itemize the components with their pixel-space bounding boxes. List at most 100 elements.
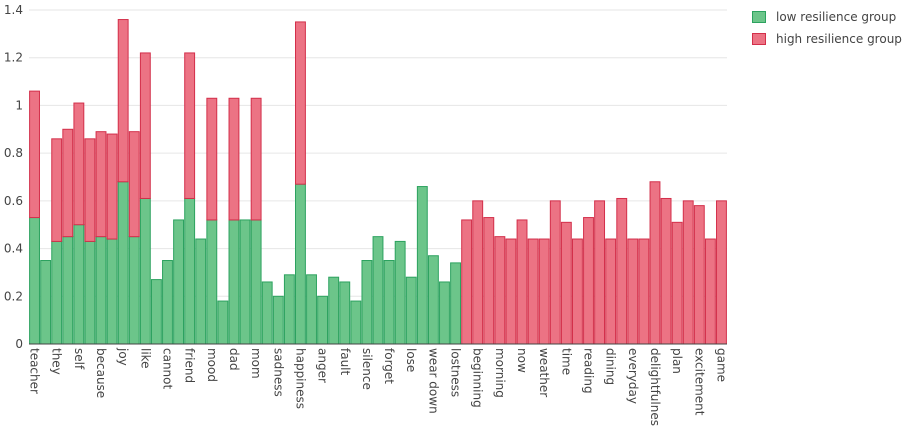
y-tick-label: 0.4: [4, 242, 23, 256]
bar-high-resilience[interactable]: [29, 90, 40, 219]
bar-high-resilience[interactable]: [704, 238, 716, 345]
x-tick-label: forget: [382, 348, 396, 384]
bar-high-resilience[interactable]: [139, 52, 151, 199]
bar-low-resilience[interactable]: [117, 181, 129, 345]
bar-high-resilience[interactable]: [538, 238, 550, 345]
bar-high-resilience[interactable]: [128, 131, 140, 238]
bar-high-resilience[interactable]: [583, 217, 594, 345]
bar-low-resilience[interactable]: [427, 255, 439, 345]
bar-low-resilience[interactable]: [173, 219, 185, 345]
bar-high-resilience[interactable]: [560, 221, 572, 345]
bar-low-resilience[interactable]: [184, 197, 196, 345]
bar-high-resilience[interactable]: [671, 221, 683, 345]
bar-low-resilience[interactable]: [84, 240, 96, 345]
bar-high-resilience[interactable]: [51, 138, 63, 242]
bar-low-resilience[interactable]: [73, 224, 85, 345]
bar-high-resilience[interactable]: [62, 128, 74, 238]
bar-low-resilience[interactable]: [261, 281, 273, 345]
bar-high-resilience[interactable]: [649, 181, 661, 345]
bar-low-resilience[interactable]: [162, 260, 173, 345]
bar-low-resilience[interactable]: [372, 236, 384, 345]
x-tick-label: happiness: [293, 348, 307, 409]
x-tick-label: weather: [537, 348, 551, 397]
bar-low-resilience[interactable]: [361, 260, 373, 345]
bar-low-resilience[interactable]: [339, 281, 351, 345]
bar-low-resilience[interactable]: [283, 274, 295, 345]
bar-low-resilience[interactable]: [95, 236, 107, 345]
bar-low-resilience[interactable]: [383, 260, 395, 345]
bar-high-resilience[interactable]: [660, 197, 672, 345]
legend: low resilience group high resilience gro…: [752, 6, 902, 50]
bar-high-resilience[interactable]: [228, 97, 240, 221]
bar-low-resilience[interactable]: [450, 262, 461, 345]
bar-high-resilience[interactable]: [84, 138, 96, 242]
y-tick-label: 0.6: [4, 194, 23, 208]
bar-low-resilience[interactable]: [405, 276, 417, 345]
bar-low-resilience[interactable]: [51, 240, 63, 345]
bar-high-resilience[interactable]: [627, 238, 639, 345]
bar-high-resilience[interactable]: [682, 200, 694, 345]
bar-low-resilience[interactable]: [195, 238, 207, 345]
bar-low-resilience[interactable]: [350, 300, 362, 345]
bar-high-resilience[interactable]: [494, 236, 506, 345]
legend-item-low-resilience[interactable]: low resilience group: [752, 6, 902, 28]
bar-high-resilience[interactable]: [594, 200, 606, 345]
bar-low-resilience[interactable]: [272, 295, 284, 345]
x-tick-label: excitement: [692, 348, 706, 416]
x-tick-label: mood: [205, 348, 219, 382]
bar-high-resilience[interactable]: [73, 102, 85, 226]
bar-high-resilience[interactable]: [549, 200, 561, 345]
bar-low-resilience[interactable]: [150, 279, 162, 345]
x-tick-label: because: [94, 348, 108, 398]
legend-swatch-high-resilience: [752, 33, 766, 45]
bar-low-resilience[interactable]: [217, 300, 229, 345]
bar-low-resilience[interactable]: [106, 238, 118, 345]
bar-high-resilience[interactable]: [605, 238, 617, 345]
x-tick-label: dining: [604, 348, 618, 385]
legend-item-high-resilience[interactable]: high resilience group: [752, 28, 902, 50]
bar-low-resilience[interactable]: [295, 183, 306, 345]
bar-high-resilience[interactable]: [295, 21, 306, 185]
x-tick-label: wear down: [426, 348, 440, 414]
bar-low-resilience[interactable]: [139, 197, 151, 345]
x-tick-label: morning: [493, 348, 507, 398]
axis-layer: 0 0.2 0.4 0.6 0.8 1 1.2 1.4 teacher they self becau…: [4, 3, 729, 426]
x-tick-label: teacher: [28, 348, 42, 394]
bar-high-resilience[interactable]: [571, 238, 583, 345]
x-tick-label: mom: [249, 348, 263, 379]
bar-high-resilience[interactable]: [95, 131, 107, 238]
bar-high-resilience[interactable]: [693, 205, 705, 345]
bar-low-resilience[interactable]: [317, 295, 329, 345]
bar-low-resilience[interactable]: [306, 274, 317, 345]
bar-low-resilience[interactable]: [416, 186, 428, 345]
bar-high-resilience[interactable]: [206, 97, 218, 221]
bar-high-resilience[interactable]: [483, 217, 495, 345]
x-tick-label: time: [559, 348, 573, 375]
bar-low-resilience[interactable]: [250, 219, 262, 345]
bar-high-resilience[interactable]: [117, 19, 129, 183]
bar-low-resilience[interactable]: [29, 217, 40, 345]
bar-high-resilience[interactable]: [505, 238, 517, 345]
bar-high-resilience[interactable]: [638, 238, 650, 345]
bar-low-resilience[interactable]: [228, 219, 240, 345]
bar-low-resilience[interactable]: [439, 281, 450, 345]
bar-high-resilience[interactable]: [461, 219, 473, 345]
x-tick-label: anger: [316, 348, 330, 383]
bar-high-resilience[interactable]: [472, 200, 484, 345]
bar-low-resilience[interactable]: [128, 236, 140, 345]
bar-low-resilience[interactable]: [239, 219, 251, 345]
bar-high-resilience[interactable]: [184, 52, 196, 199]
bar-high-resilience[interactable]: [716, 200, 727, 345]
bar-low-resilience[interactable]: [40, 260, 52, 345]
bar-high-resilience[interactable]: [616, 197, 628, 345]
bar-low-resilience[interactable]: [206, 219, 218, 345]
bar-high-resilience[interactable]: [106, 133, 118, 240]
bar-high-resilience[interactable]: [527, 238, 539, 345]
bar-high-resilience[interactable]: [250, 97, 262, 221]
bar-low-resilience[interactable]: [62, 236, 74, 345]
x-tick-label: lostness: [449, 348, 463, 397]
bar-low-resilience[interactable]: [394, 240, 406, 345]
bar-low-resilience[interactable]: [328, 276, 340, 345]
bar-high-resilience[interactable]: [516, 219, 528, 345]
